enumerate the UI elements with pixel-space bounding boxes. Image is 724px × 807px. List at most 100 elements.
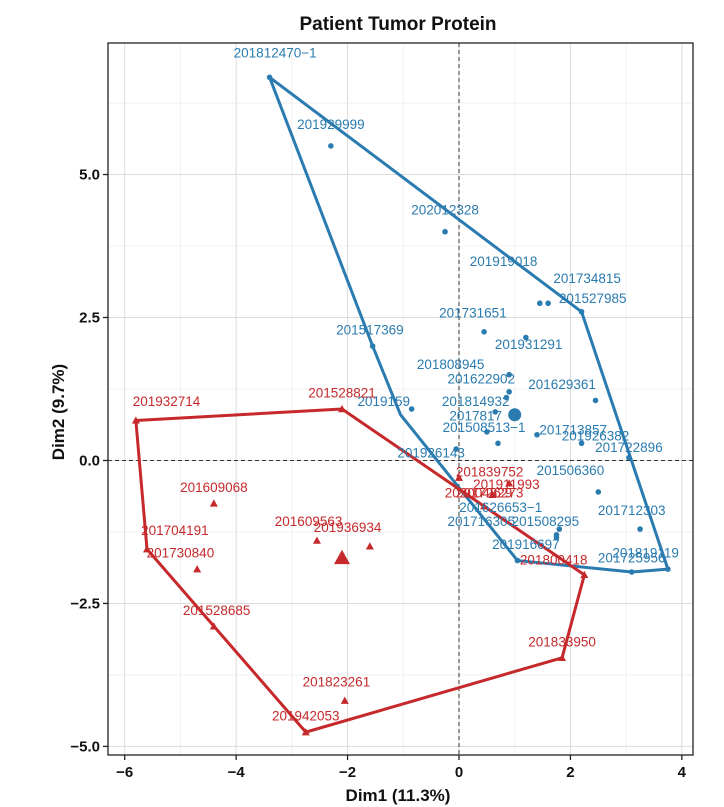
- x-tick-label: 4: [678, 764, 687, 781]
- hull-series-0: [268, 75, 670, 574]
- x-axis-title: Dim1 (11.3%): [346, 786, 451, 805]
- data-point: [481, 329, 487, 335]
- data-label: 201819119: [612, 546, 679, 561]
- data-point: [312, 536, 321, 544]
- data-point: [408, 406, 415, 412]
- data-label: 201919018: [470, 254, 538, 269]
- x-tick-label: 2: [566, 764, 574, 781]
- data-label: 201926382: [562, 428, 630, 443]
- data-label: 201622902: [447, 371, 515, 386]
- data-point: [495, 440, 501, 447]
- centroid-marker: [334, 549, 350, 565]
- data-label: 201916697: [492, 537, 560, 552]
- data-point: [340, 696, 349, 704]
- data-point: [637, 526, 643, 532]
- data-label: 201808945: [417, 357, 485, 372]
- y-tick-label: 2.5: [79, 310, 100, 327]
- data-point: [536, 300, 543, 307]
- data-label: 201508295: [512, 514, 580, 529]
- y-axis-title: Dim2 (9.7%): [49, 364, 68, 460]
- data-point: [506, 389, 512, 395]
- data-point: [365, 542, 374, 550]
- y-tick-label: −2.5: [70, 595, 100, 612]
- data-label: 2019159: [358, 394, 411, 409]
- x-tick-label: −4: [228, 764, 246, 781]
- data-point: [523, 334, 529, 341]
- data-label: 201712303: [598, 503, 666, 518]
- data-label: 201942053: [272, 709, 340, 724]
- centroid-marker: [508, 408, 522, 422]
- data-label: 201716305: [447, 514, 515, 529]
- data-point: [534, 431, 540, 438]
- data-point: [665, 566, 671, 572]
- data-label: 201626653−1: [459, 500, 542, 515]
- data-point: [455, 473, 463, 481]
- x-tick-label: −6: [116, 764, 133, 781]
- data-label: 202004829: [445, 486, 513, 501]
- data-label: 201517369: [336, 323, 404, 338]
- data-point: [131, 416, 140, 424]
- data-point: [338, 405, 346, 413]
- data-point: [558, 653, 567, 661]
- data-label: 201713857: [539, 423, 607, 438]
- grid: [108, 43, 693, 755]
- data-point: [328, 143, 334, 149]
- data-point: [578, 440, 585, 447]
- point-labels: 201812470−1 201929999 202012328 201919018 20…: [133, 45, 679, 723]
- data-point: [143, 545, 151, 553]
- data-label: 2017817: [449, 408, 502, 423]
- data-point: [592, 397, 599, 404]
- data-point: [556, 526, 563, 532]
- data-label: 201609563: [275, 514, 343, 529]
- y-tick-label: −5.0: [70, 738, 100, 755]
- points: [131, 74, 671, 736]
- data-label: 201527985: [559, 291, 627, 306]
- data-label: 201726273: [456, 486, 524, 501]
- data-label: 201704191: [141, 523, 209, 538]
- data-point: [488, 490, 497, 498]
- data-label: 201725956: [598, 550, 666, 565]
- data-point: [580, 570, 589, 579]
- data-point: [626, 454, 632, 461]
- data-label: 201932714: [133, 394, 201, 409]
- data-point: [506, 371, 512, 378]
- data-label: 201734815: [553, 271, 621, 286]
- data-label: 201731651: [439, 306, 507, 321]
- y-tick-label: 5.0: [79, 167, 100, 184]
- data-label: 201814932: [442, 394, 510, 409]
- data-point: [209, 622, 218, 630]
- data-point: [209, 499, 218, 507]
- data-point: [628, 569, 635, 575]
- data-label: 201926143: [397, 446, 465, 461]
- data-label: 201936934: [314, 520, 382, 535]
- data-label: 201839752: [456, 464, 524, 479]
- data-point: [480, 502, 489, 510]
- data-label: 201609068: [180, 480, 248, 495]
- data-label: 202012328: [411, 203, 479, 218]
- data-point: [578, 308, 585, 315]
- data-label: 201931291: [495, 337, 563, 352]
- data-label: 201911993: [473, 477, 540, 492]
- y-tick-label: 0.0: [79, 452, 100, 469]
- data-point: [453, 446, 460, 452]
- data-label: 201629361: [528, 377, 596, 392]
- data-point: [545, 300, 551, 307]
- chart-title: Patient Tumor Protein: [299, 14, 496, 35]
- x-tick-label: −2: [339, 764, 356, 781]
- data-point: [553, 532, 560, 538]
- data-label: 201812470−1: [234, 45, 317, 60]
- data-point: [266, 74, 273, 81]
- plot-frame: [107, 42, 694, 756]
- data-label: 201823261: [303, 674, 371, 689]
- data-point: [193, 565, 202, 573]
- data-point: [484, 429, 490, 435]
- data-point: [503, 394, 510, 401]
- data-point: [301, 728, 310, 736]
- data-label: 201730840: [147, 546, 215, 561]
- data-label: 201800418: [520, 553, 588, 568]
- data-label: 201722896: [595, 440, 663, 455]
- data-label: 201528685: [183, 603, 251, 618]
- data-label: 201929999: [297, 117, 365, 132]
- axis-ticks: −6 −4 −2 0 2 4 −5.0 −2.5 0.0 2.5 5.0: [70, 167, 686, 781]
